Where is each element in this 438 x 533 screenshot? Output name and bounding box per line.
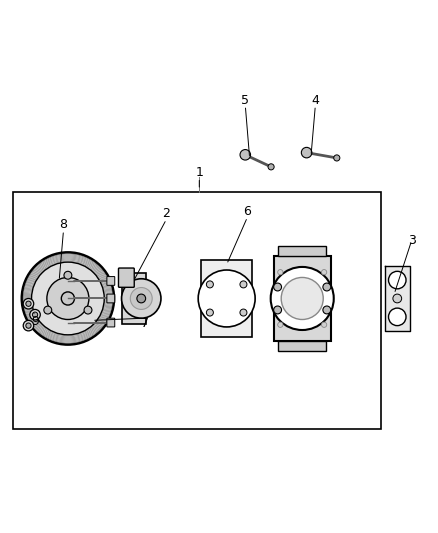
FancyBboxPatch shape [107, 277, 115, 285]
Text: 3: 3 [408, 233, 416, 247]
Text: 5: 5 [241, 94, 249, 107]
Circle shape [206, 281, 213, 288]
Text: 8: 8 [60, 219, 67, 231]
Bar [274, 256, 331, 341]
Circle shape [22, 253, 114, 344]
Circle shape [274, 306, 282, 314]
Circle shape [137, 294, 145, 303]
Polygon shape [385, 265, 410, 332]
Text: 9: 9 [31, 315, 39, 328]
Circle shape [30, 310, 40, 320]
Circle shape [240, 150, 251, 160]
Bar [201, 260, 252, 337]
Circle shape [323, 306, 331, 314]
Circle shape [198, 270, 255, 327]
Circle shape [301, 147, 312, 158]
Circle shape [321, 322, 327, 327]
Circle shape [47, 278, 89, 319]
Circle shape [44, 306, 52, 314]
Circle shape [240, 309, 247, 316]
Circle shape [206, 309, 213, 316]
Circle shape [268, 164, 274, 170]
Circle shape [278, 270, 283, 275]
Bar [278, 246, 326, 256]
Circle shape [26, 323, 31, 328]
Circle shape [64, 271, 72, 279]
Circle shape [240, 281, 247, 288]
Circle shape [121, 279, 161, 318]
FancyBboxPatch shape [118, 268, 134, 287]
Circle shape [32, 312, 38, 317]
Circle shape [321, 270, 327, 275]
Circle shape [281, 278, 323, 319]
Circle shape [389, 308, 406, 326]
Circle shape [23, 298, 34, 309]
Circle shape [32, 262, 104, 335]
Circle shape [278, 322, 283, 327]
Circle shape [393, 294, 402, 303]
Text: 7: 7 [141, 317, 148, 330]
Text: 6: 6 [244, 205, 251, 218]
Bar [121, 273, 145, 324]
Circle shape [271, 267, 334, 330]
Text: 4: 4 [311, 94, 319, 107]
Circle shape [131, 287, 152, 310]
Circle shape [61, 292, 74, 305]
Bar [278, 341, 326, 351]
FancyBboxPatch shape [107, 318, 115, 327]
Circle shape [323, 283, 331, 291]
Bar [13, 192, 381, 429]
Circle shape [84, 306, 92, 314]
Circle shape [26, 301, 31, 306]
FancyBboxPatch shape [107, 294, 115, 303]
Circle shape [334, 155, 340, 161]
Text: 2: 2 [162, 207, 170, 221]
Circle shape [274, 283, 282, 291]
Circle shape [389, 271, 406, 289]
Text: 1: 1 [195, 166, 203, 179]
Circle shape [23, 320, 34, 331]
